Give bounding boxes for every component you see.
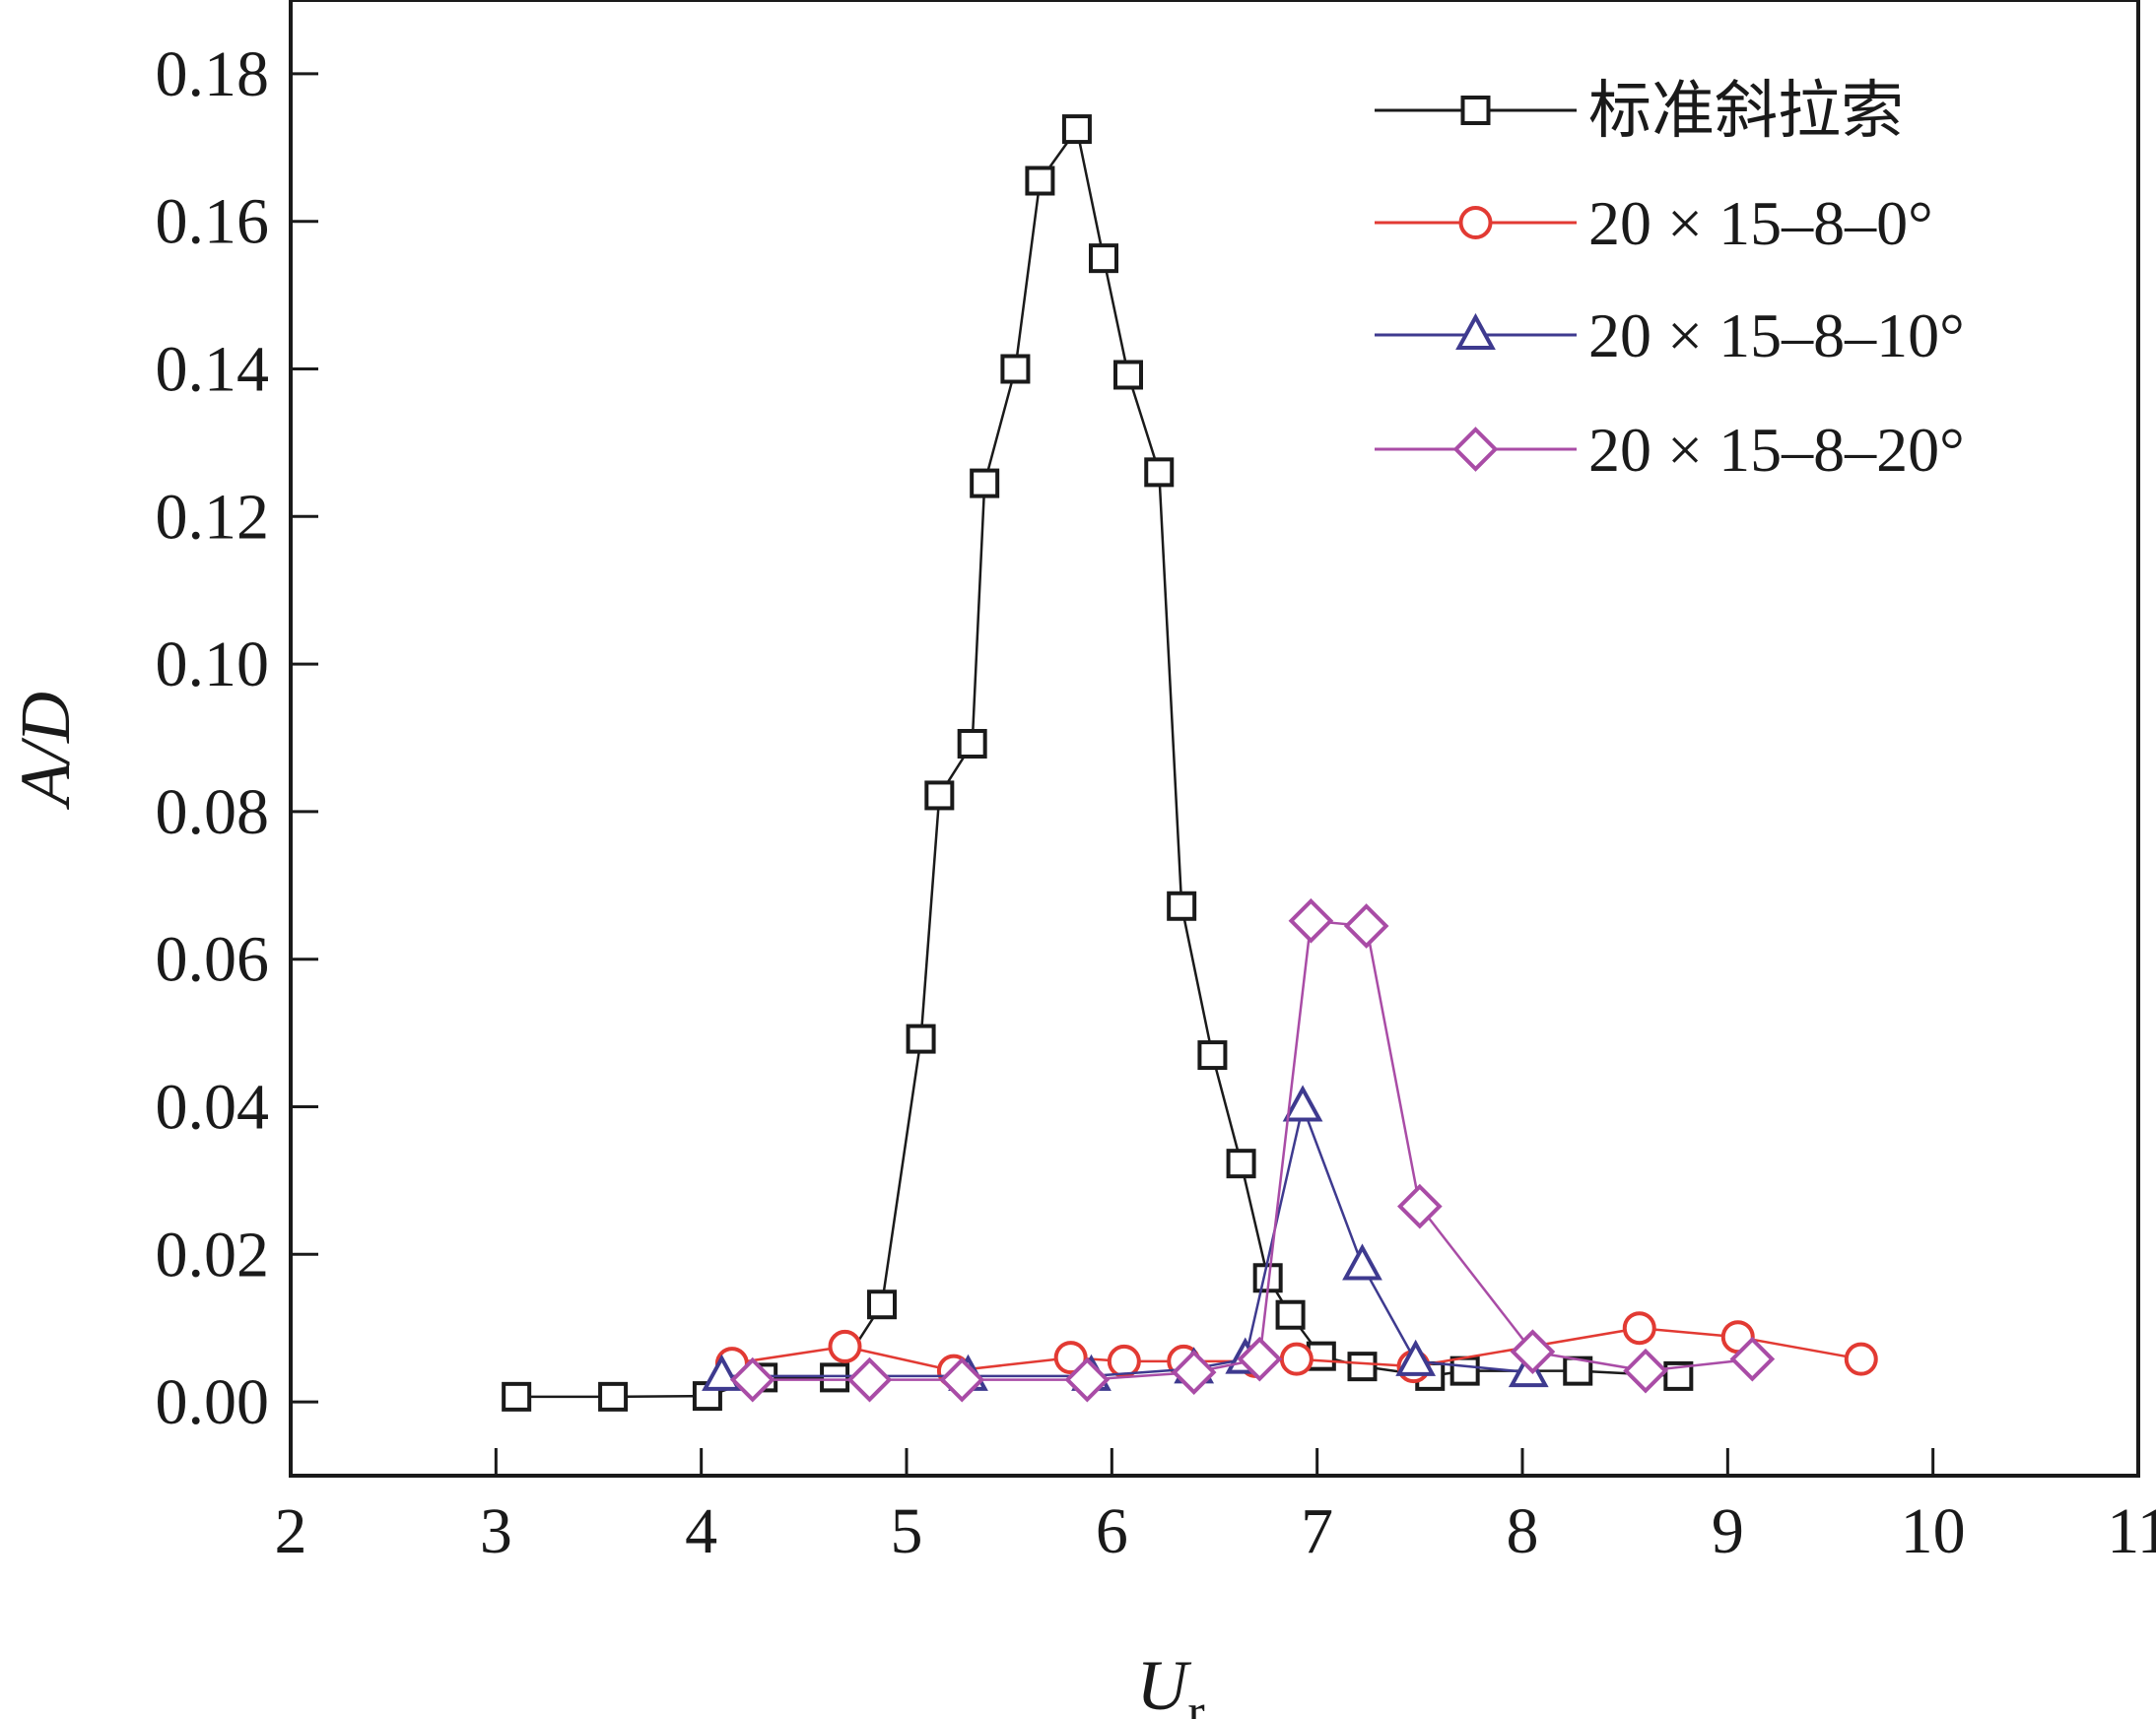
y-tick-label: 0.04 xyxy=(156,1072,270,1144)
y-axis-title: A/D xyxy=(6,692,85,810)
x-tick-label: 3 xyxy=(480,1495,512,1567)
data-point xyxy=(906,1024,936,1054)
x-axis-title-sub: r xyxy=(1187,1685,1204,1719)
data-point xyxy=(1226,1149,1256,1179)
data-point xyxy=(924,780,955,811)
data-point xyxy=(1342,1243,1382,1281)
data-point xyxy=(1449,1355,1480,1386)
data-point xyxy=(1237,1336,1283,1382)
data-point xyxy=(1107,1344,1141,1378)
y-tick-label: 0.16 xyxy=(156,186,270,258)
data-point xyxy=(1025,165,1055,196)
data-point xyxy=(828,1329,862,1363)
legend-label: 20 × 15–8–10° xyxy=(1588,300,1965,370)
y-tick-label: 0.18 xyxy=(156,38,270,110)
x-tick-label: 7 xyxy=(1301,1495,1333,1567)
y-tick-label: 0.14 xyxy=(156,334,270,406)
data-point xyxy=(502,1381,532,1412)
y-tick-label: 0.02 xyxy=(156,1219,270,1290)
data-point xyxy=(598,1381,629,1412)
x-tick-label: 6 xyxy=(1096,1495,1128,1567)
y-tick-label: 0.10 xyxy=(156,628,270,700)
plot-frame xyxy=(289,0,2140,1478)
data-point xyxy=(1000,354,1031,384)
x-tick-label: 5 xyxy=(891,1495,923,1567)
data-point xyxy=(1623,1348,1668,1394)
data-point xyxy=(939,1356,985,1403)
series-square xyxy=(502,114,1694,1412)
x-tick-label: 11 xyxy=(2107,1495,2156,1567)
data-point xyxy=(1089,243,1118,274)
legend: 标准斜拉索 20 × 15–8–0° 20 × 15–8–10° 20 × 15–8–… xyxy=(1375,76,1965,485)
x-axis-title-main: U xyxy=(1136,1646,1191,1719)
data-point xyxy=(1275,1299,1306,1330)
legend-marker xyxy=(1455,312,1496,350)
data-point xyxy=(1288,897,1334,944)
x-tick-label: 8 xyxy=(1507,1495,1539,1567)
series-layer xyxy=(502,114,1878,1412)
legend-label: 标准斜拉索 xyxy=(1588,76,1904,146)
y-tick-label: 0.08 xyxy=(156,776,270,848)
y-tick-label: 0.12 xyxy=(156,481,270,553)
data-point xyxy=(1844,1342,1878,1376)
data-point xyxy=(820,1362,850,1393)
legend-marker xyxy=(1460,96,1491,125)
x-tick-label: 10 xyxy=(1901,1495,1966,1567)
x-tick-label: 9 xyxy=(1712,1495,1744,1567)
data-point xyxy=(1113,360,1143,390)
x-axis-title: Ur xyxy=(1136,1646,1204,1719)
data-point xyxy=(1279,1342,1314,1376)
x-tick-label: 2 xyxy=(275,1495,307,1567)
data-point xyxy=(970,468,1000,498)
y-axis: 0.00 0.02 0.04 0.06 0.08 0.10 0.12 0.14 0.16 0.18 xyxy=(156,38,318,1438)
x-axis: 2 3 4 5 6 7 8 9 10 11 xyxy=(275,1448,2156,1567)
legend-label: 20 × 15–8–0° xyxy=(1588,188,1933,258)
data-point xyxy=(1144,457,1175,488)
data-point xyxy=(1282,1085,1323,1122)
data-point xyxy=(1061,114,1092,145)
data-point xyxy=(957,728,987,759)
legend-marker xyxy=(1452,427,1499,472)
data-point xyxy=(1064,1356,1111,1403)
x-tick-label: 4 xyxy=(685,1495,717,1567)
data-point xyxy=(702,1354,742,1391)
data-point xyxy=(1053,1341,1088,1375)
data-point xyxy=(867,1289,897,1320)
data-point xyxy=(846,1356,893,1403)
y-tick-label: 0.06 xyxy=(156,924,270,996)
data-point xyxy=(729,1356,775,1403)
data-point xyxy=(1563,1355,1593,1386)
data-point xyxy=(1343,903,1389,949)
series-line xyxy=(516,126,1679,1399)
data-point xyxy=(1395,1339,1437,1376)
data-point xyxy=(1347,1352,1378,1382)
data-point xyxy=(1167,891,1197,921)
data-point xyxy=(1729,1336,1776,1382)
legend-marker xyxy=(1458,206,1493,239)
series-diamond xyxy=(729,897,1776,1403)
legend-label: 20 × 15–8–20° xyxy=(1588,415,1965,485)
data-point xyxy=(1510,1329,1556,1374)
data-point xyxy=(1171,1350,1217,1395)
data-point xyxy=(1197,1040,1228,1071)
y-tick-label: 0.00 xyxy=(156,1366,270,1438)
data-point xyxy=(1622,1311,1656,1346)
data-point xyxy=(1397,1183,1443,1229)
